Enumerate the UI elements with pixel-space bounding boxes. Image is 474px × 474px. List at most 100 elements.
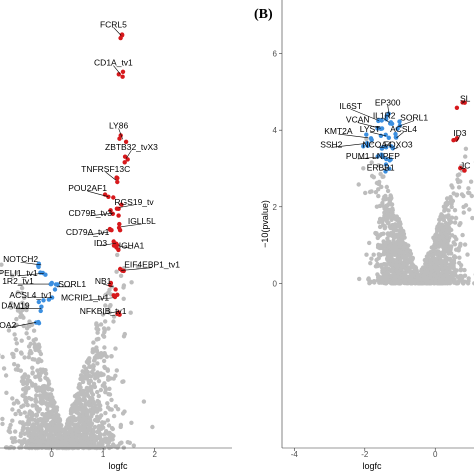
data-point	[381, 239, 386, 244]
data-point	[469, 193, 474, 199]
data-point	[445, 233, 450, 238]
gene-label: LY86	[109, 120, 128, 130]
data-point	[33, 445, 38, 450]
data-point	[118, 424, 123, 430]
background-points	[356, 136, 474, 286]
data-point	[82, 392, 88, 398]
gene-label: SORL1	[58, 279, 86, 289]
data-point	[452, 220, 458, 225]
data-point	[423, 259, 429, 264]
data-point	[466, 190, 471, 195]
data-point	[438, 239, 443, 245]
data-point	[373, 190, 379, 195]
data-point	[364, 132, 369, 137]
data-point	[25, 427, 30, 432]
data-point	[382, 248, 387, 253]
data-point	[90, 396, 95, 401]
data-point	[129, 420, 134, 425]
data-point	[43, 421, 48, 427]
data-point	[438, 264, 444, 269]
data-point	[73, 423, 79, 429]
data-point	[57, 431, 62, 436]
data-point	[90, 409, 95, 415]
data-point	[468, 179, 474, 184]
data-point	[29, 321, 34, 327]
data-point	[82, 405, 87, 410]
data-point	[19, 445, 24, 450]
data-point	[437, 236, 442, 241]
data-point	[113, 373, 118, 378]
data-point	[37, 349, 42, 354]
data-point	[458, 179, 463, 184]
data-point	[447, 281, 453, 286]
data-point	[94, 409, 100, 414]
data-point	[444, 196, 450, 201]
data-point	[446, 213, 451, 218]
data-point	[103, 303, 108, 308]
data-point	[103, 319, 108, 324]
data-point	[87, 364, 92, 369]
data-point	[402, 242, 407, 247]
data-point	[45, 384, 50, 389]
data-point	[11, 401, 17, 406]
data-point	[399, 235, 404, 240]
data-point	[389, 210, 394, 215]
data-point	[406, 265, 411, 271]
data-point	[444, 248, 449, 254]
data-point	[104, 439, 109, 445]
data-point	[30, 370, 35, 375]
data-point	[43, 368, 48, 373]
data-point	[96, 354, 101, 359]
x-tick-label: 0	[433, 450, 438, 459]
data-point	[29, 415, 34, 420]
data-point	[69, 406, 75, 411]
y-tick-label: 0	[273, 279, 278, 288]
leader-line	[7, 322, 37, 329]
data-point	[127, 440, 132, 445]
data-point	[433, 279, 438, 284]
data-point	[90, 392, 96, 397]
gene-label: ZBTB32_tvX3	[105, 142, 158, 152]
gene-label: KMT2A	[324, 126, 353, 136]
data-point	[388, 225, 393, 230]
data-point	[91, 340, 96, 345]
data-point	[49, 409, 54, 415]
data-point	[456, 246, 461, 251]
data-point	[22, 355, 27, 360]
data-point	[68, 444, 74, 449]
data-point	[452, 260, 457, 266]
data-point	[26, 395, 32, 401]
leader-line	[18, 272, 44, 277]
data-point	[387, 158, 392, 163]
data-point	[434, 240, 440, 246]
data-point	[76, 406, 82, 412]
data-point	[116, 213, 121, 218]
data-point	[129, 280, 134, 285]
data-point	[90, 350, 96, 355]
data-point	[419, 267, 424, 272]
gene-label: IGLL5L	[128, 216, 156, 226]
data-point	[451, 254, 457, 260]
data-point	[120, 268, 125, 273]
data-point	[383, 243, 388, 248]
data-point	[462, 242, 468, 247]
data-point	[462, 168, 467, 173]
data-point	[455, 280, 460, 285]
leader-line	[461, 101, 466, 104]
data-point	[410, 273, 416, 278]
data-point	[379, 126, 385, 131]
data-point	[393, 222, 398, 227]
data-point	[10, 407, 15, 412]
data-point	[461, 193, 466, 199]
data-point	[65, 418, 71, 423]
data-point	[383, 281, 389, 286]
data-point	[398, 227, 404, 232]
data-point	[396, 256, 401, 261]
data-point	[428, 264, 433, 269]
leader-line	[20, 261, 42, 266]
data-point	[13, 367, 19, 372]
data-point	[57, 427, 62, 433]
data-point	[26, 355, 31, 360]
data-point	[93, 402, 98, 408]
data-point	[96, 336, 101, 342]
